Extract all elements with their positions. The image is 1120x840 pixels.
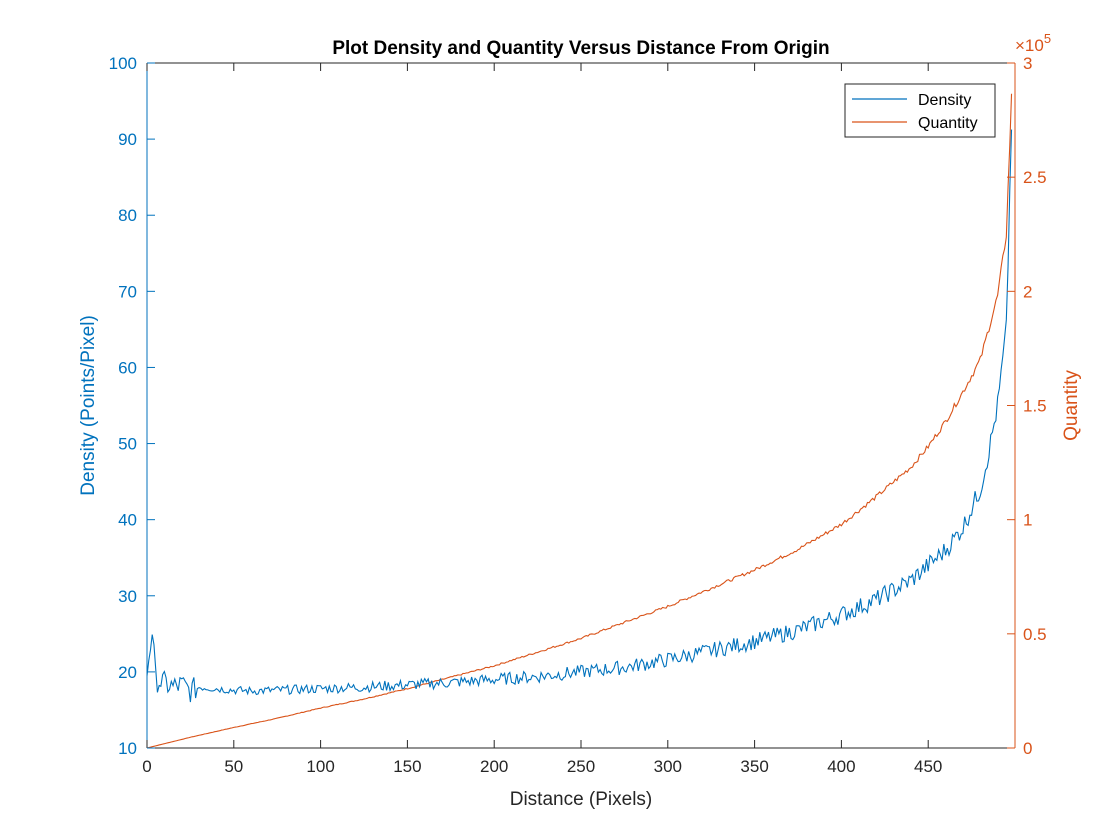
right-y-tick-label: 2 (1023, 282, 1032, 301)
series-line-quantity (146, 93, 1013, 749)
left-y-tick-label: 70 (118, 282, 137, 301)
left-y-tick-label: 50 (118, 435, 137, 454)
right-y-tick-label: 2.5 (1023, 168, 1047, 187)
left-y-tick-label: 60 (118, 358, 137, 377)
right-y-tick-label: 1.5 (1023, 397, 1047, 416)
left-y-tick-label: 90 (118, 130, 137, 149)
legend-label-quantity: Quantity (918, 115, 978, 132)
x-tick-label: 350 (740, 757, 768, 776)
series-line-density (146, 129, 1013, 703)
right-y-tick-label: 3 (1023, 54, 1032, 73)
x-tick-label: 200 (480, 757, 508, 776)
x-tick-label: 50 (224, 757, 243, 776)
exponent-power: 5 (1044, 31, 1051, 46)
right-y-tick-label: 0 (1023, 739, 1032, 758)
right-axis-exponent: ×105 (1015, 31, 1051, 55)
x-tick-label: 450 (914, 757, 942, 776)
left-y-tick-label: 80 (118, 206, 137, 225)
exponent-prefix: ×10 (1015, 36, 1044, 55)
chart-title: Plot Density and Quantity Versus Distanc… (332, 38, 829, 59)
right-y-tick-label: 1 (1023, 511, 1032, 530)
legend-label-density: Density (918, 92, 971, 109)
x-tick-label: 100 (306, 757, 334, 776)
left-y-tick-label: 40 (118, 511, 137, 530)
right-y-axis-label: Quantity (1061, 370, 1082, 441)
series-layer (146, 93, 1013, 749)
left-y-axis-label: Density (Points/Pixel) (78, 315, 99, 496)
legend: Density Quantity (844, 83, 996, 138)
x-tick-label: 250 (567, 757, 595, 776)
legend-box (844, 83, 996, 138)
x-tick-label: 400 (827, 757, 855, 776)
left-y-tick-label: 100 (109, 54, 137, 73)
x-tick-label: 0 (142, 757, 151, 776)
x-axis-label: Distance (Pixels) (510, 789, 653, 810)
axes-layer: 0 50 100 150 200 250 300 350 400 4501020304050607… (109, 54, 1047, 776)
left-y-tick-label: 30 (118, 587, 137, 606)
left-y-tick-label: 10 (118, 739, 137, 758)
left-y-tick-label: 20 (118, 663, 137, 682)
x-tick-label: 150 (393, 757, 421, 776)
x-tick-label: 300 (654, 757, 682, 776)
right-y-tick-label: 0.5 (1023, 625, 1047, 644)
